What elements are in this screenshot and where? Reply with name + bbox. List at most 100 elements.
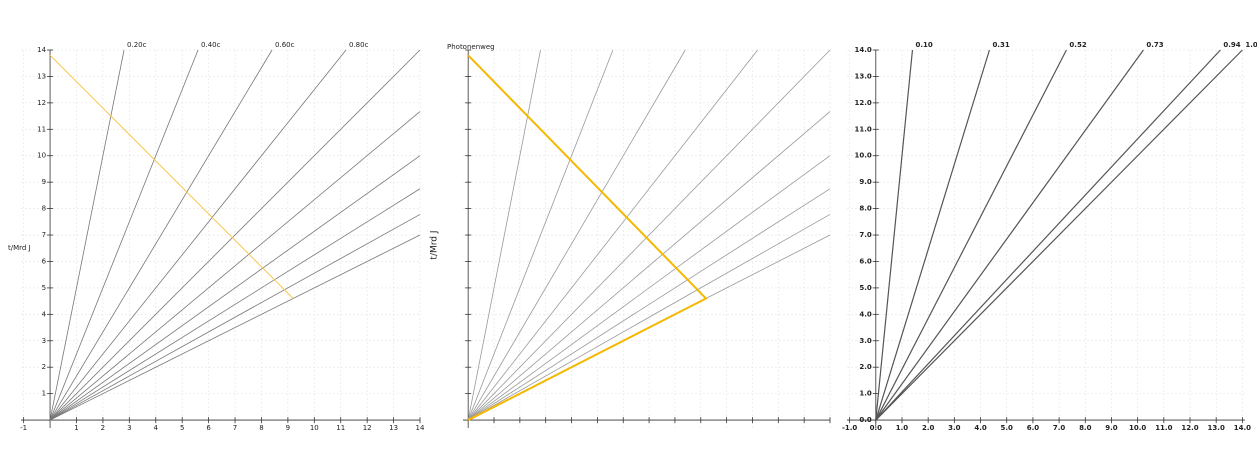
y-tick-label: 1 — [42, 390, 46, 398]
y-tick-label: 5 — [42, 284, 46, 292]
x-tick-label: 14.0 — [1234, 424, 1251, 432]
series-line — [467, 54, 708, 421]
y-tick-label: 4 — [42, 310, 47, 318]
series-line — [467, 188, 831, 421]
series-line — [467, 49, 831, 421]
y-tick-label: 2 — [42, 363, 46, 371]
series-label: 1.00 — [1245, 41, 1257, 49]
x-tick-label: 8 — [259, 424, 263, 432]
series-label: 0.40c — [201, 41, 221, 49]
y-tick-label: 3 — [42, 337, 46, 345]
series-line — [49, 49, 421, 421]
x-tick-label: 12 — [363, 424, 372, 432]
x-tick-label: 2 — [101, 424, 105, 432]
series-line — [467, 49, 758, 421]
series-line — [49, 54, 294, 299]
y-axis-label: t/Mrd J — [430, 230, 440, 259]
x-tick-label: 2.0 — [922, 424, 935, 432]
series-line — [467, 49, 614, 421]
x-tick-label: 4.0 — [974, 424, 987, 432]
series-label: 0.31 — [992, 41, 1009, 49]
x-tick-label: 7 — [233, 424, 237, 432]
series-line — [875, 49, 1243, 421]
x-tick-label: 4 — [154, 424, 159, 432]
series-line — [875, 49, 1144, 421]
x-tick-label: 6.0 — [1027, 424, 1040, 432]
y-tick-label: 13 — [37, 72, 46, 80]
y-tick-label: 5.0 — [859, 284, 872, 292]
x-tick-label: 11 — [336, 424, 345, 432]
y-tick-label: 13.0 — [855, 72, 872, 80]
series-line — [49, 49, 273, 421]
series-line — [467, 155, 831, 421]
y-tick-label: 1.0 — [859, 390, 872, 398]
series-line — [875, 49, 1221, 421]
series-label: 0.73 — [1146, 41, 1163, 49]
x-tick-label: 9 — [286, 424, 290, 432]
x-tick-label: 0.0 — [870, 424, 883, 432]
y-tick-label: 11.0 — [855, 125, 872, 133]
series-label: 0.20c — [127, 41, 147, 49]
series-line — [875, 49, 991, 421]
series-line — [49, 155, 421, 421]
series-line — [49, 234, 421, 421]
y-tick-label: 14.0 — [855, 46, 872, 54]
y-tick-label: 6 — [42, 257, 47, 265]
x-tick-label: 6 — [206, 424, 211, 432]
x-tick-label: 5.0 — [1001, 424, 1014, 432]
y-tick-label: 3.0 — [859, 337, 872, 345]
x-tick-label: 8.0 — [1079, 424, 1092, 432]
series-line — [467, 214, 831, 421]
y-tick-label: 6.0 — [859, 257, 872, 265]
x-tick-label: 1.0 — [896, 424, 909, 432]
series-label: 0.52 — [1069, 41, 1086, 49]
y-tick-label: 9.0 — [859, 178, 872, 186]
x-tick-label: -1.0 — [842, 424, 857, 432]
y-tick-label: 12.0 — [855, 99, 872, 107]
x-tick-label: 12.0 — [1181, 424, 1198, 432]
x-tick-label: 9.0 — [1105, 424, 1118, 432]
series-line — [875, 49, 1067, 421]
x-tick-label: 13.0 — [1208, 424, 1225, 432]
x-tick-label: 3 — [127, 424, 131, 432]
series-line — [875, 49, 914, 421]
y-tick-label: 4.0 — [859, 310, 872, 318]
series-label: 0.94 — [1223, 41, 1240, 49]
y-tick-label: 12 — [37, 99, 46, 107]
series-line — [49, 111, 421, 421]
y-tick-label: 11 — [37, 125, 46, 133]
x-tick-label: 13 — [389, 424, 398, 432]
x-tick-label: 11.0 — [1155, 424, 1172, 432]
y-tick-label: 8 — [42, 205, 46, 213]
series-line — [49, 214, 421, 421]
series-line — [467, 111, 831, 421]
x-tick-label: 5 — [180, 424, 184, 432]
x-tick-label: 10 — [310, 424, 319, 432]
series-line — [467, 49, 686, 421]
y-tick-label: 2.0 — [859, 363, 872, 371]
y-tick-label: 7 — [42, 231, 46, 239]
x-tick-label: -1 — [20, 424, 27, 432]
chart-title: Photonenweg — [447, 43, 495, 51]
series-line — [49, 49, 199, 421]
series-line — [49, 49, 347, 421]
x-tick-label: 7.0 — [1053, 424, 1066, 432]
x-tick-label: 10.0 — [1129, 424, 1146, 432]
series-label: 0.10 — [915, 41, 932, 49]
y-tick-label: 14 — [37, 46, 46, 54]
series-label: 0.80c — [349, 41, 369, 49]
y-tick-label: 10.0 — [855, 152, 872, 160]
series-line — [49, 188, 421, 421]
series-line — [49, 49, 125, 421]
series-line — [467, 49, 541, 421]
x-tick-label: 3.0 — [948, 424, 961, 432]
y-tick-label: 9 — [42, 178, 46, 186]
y-tick-label: 8.0 — [859, 205, 872, 213]
x-tick-label: 1 — [74, 424, 78, 432]
y-tick-label: 0.0 — [859, 416, 872, 424]
y-tick-label: 7.0 — [859, 231, 872, 239]
x-tick-label: 14 — [416, 424, 425, 432]
series-label: 0.60c — [275, 41, 295, 49]
y-tick-label: 10 — [37, 152, 46, 160]
